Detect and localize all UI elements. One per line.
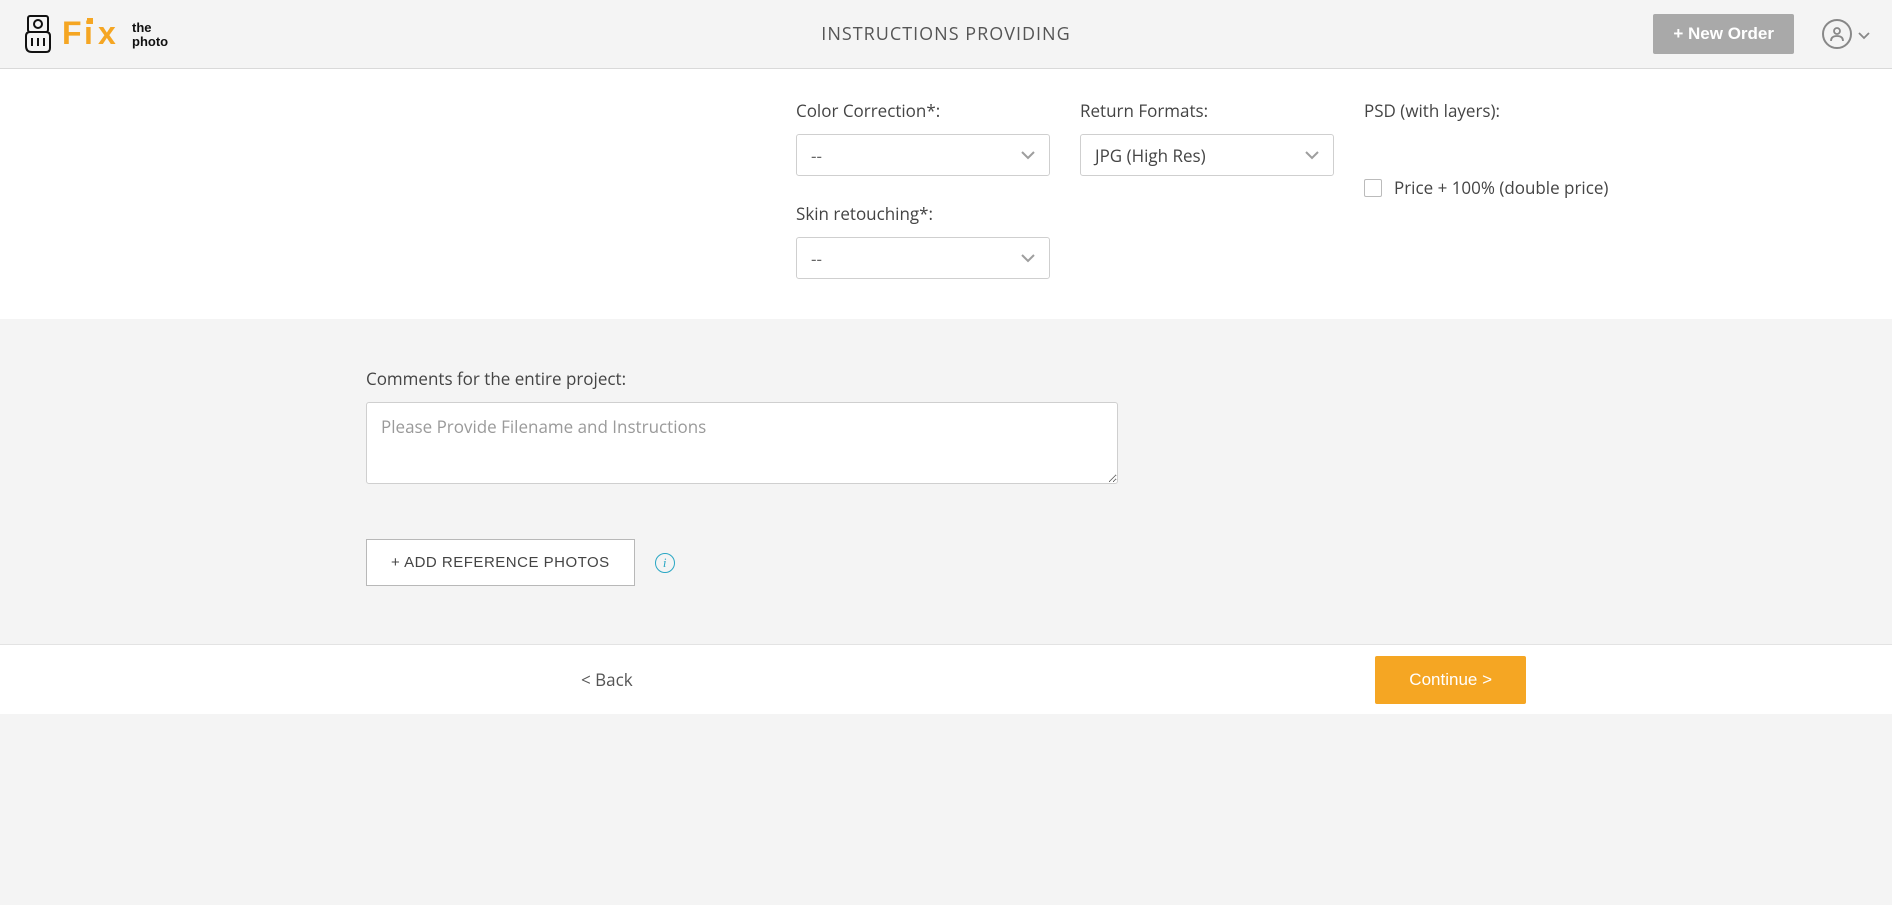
skin-retouching-field: Skin retouching*: -- [796, 202, 1050, 279]
chevron-down-icon [1021, 249, 1035, 268]
comments-label: Comments for the entire project: [366, 367, 1656, 390]
logo-text: F i x the photo [62, 14, 222, 54]
skin-retouching-label: Skin retouching*: [796, 202, 1050, 225]
psd-layers-label: PSD (with layers): [1364, 99, 1656, 122]
svg-text:the: the [132, 20, 152, 35]
return-formats-value: JPG (High Res) [1095, 144, 1206, 167]
chevron-down-icon [1305, 146, 1319, 165]
psd-layers-checkbox-label: Price + 100% (double price) [1394, 176, 1608, 199]
psd-layers-checkbox[interactable]: Price + 100% (double price) [1364, 176, 1656, 199]
comments-section: Comments for the entire project: + ADD R… [0, 319, 1892, 644]
header: F i x the photo INSTRUCTIONS PROVIDING +… [0, 0, 1892, 69]
skin-retouching-select[interactable]: -- [796, 237, 1050, 279]
continue-button[interactable]: Continue > [1375, 656, 1526, 704]
logo[interactable]: F i x the photo [22, 14, 222, 54]
checkbox-icon [1364, 179, 1382, 197]
options-section: Color Correction*: -- Skin retouching*: … [0, 69, 1892, 319]
color-correction-select[interactable]: -- [796, 134, 1050, 176]
svg-text:x: x [98, 15, 116, 51]
svg-text:photo: photo [132, 34, 168, 49]
page-title: INSTRUCTIONS PROVIDING [821, 22, 1070, 46]
color-correction-field: Color Correction*: -- [796, 99, 1050, 176]
comments-textarea[interactable] [366, 402, 1118, 484]
return-formats-field: Return Formats: JPG (High Res) [1080, 99, 1334, 279]
psd-layers-field: PSD (with layers): Price + 100% (double … [1364, 99, 1656, 279]
header-right: + New Order [1653, 14, 1870, 54]
return-formats-label: Return Formats: [1080, 99, 1334, 122]
skin-retouching-value: -- [811, 247, 822, 270]
svg-text:F: F [62, 15, 82, 51]
chevron-down-icon [1021, 146, 1035, 165]
footer-nav: < Back Continue > [0, 644, 1892, 714]
return-formats-select[interactable]: JPG (High Res) [1080, 134, 1334, 176]
color-correction-label: Color Correction*: [796, 99, 1050, 122]
camera-hand-icon [22, 14, 56, 54]
info-icon[interactable]: i [655, 553, 675, 573]
new-order-button[interactable]: + New Order [1653, 14, 1794, 54]
user-menu[interactable] [1822, 19, 1870, 49]
color-correction-value: -- [811, 144, 822, 167]
add-reference-photos-button[interactable]: + ADD REFERENCE PHOTOS [366, 539, 635, 586]
back-button[interactable]: < Back [581, 668, 633, 691]
avatar-icon [1822, 19, 1852, 49]
chevron-down-icon [1858, 23, 1870, 45]
